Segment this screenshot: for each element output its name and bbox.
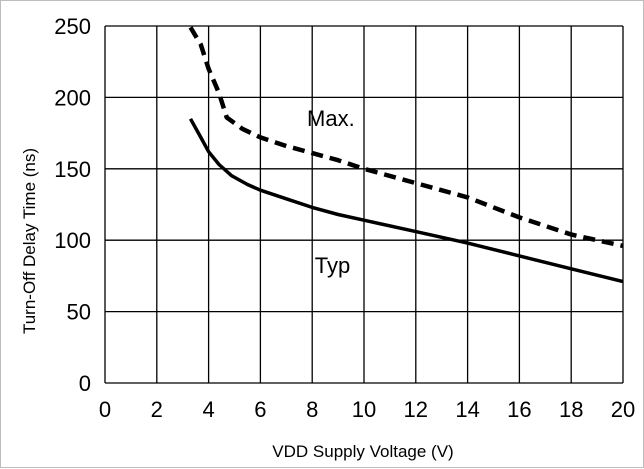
x-tick-label-20: 20 [611,397,635,422]
x-tick-label-4: 4 [202,397,214,422]
y-tick-label-50: 50 [67,300,91,325]
grid [104,25,624,384]
x-tick-label-10: 10 [352,397,376,422]
x-tick-label-0: 0 [99,397,111,422]
y-tick-label-250: 250 [54,14,91,39]
annotation-typ: Typ [315,253,350,278]
x-tick-label-6: 6 [254,397,266,422]
x-tick-label-16: 16 [507,397,531,422]
annotations: Max. Typ [307,106,355,278]
y-tick-label-0: 0 [79,371,91,396]
x-tick-label-12: 12 [404,397,428,422]
series-line-max [188,26,624,249]
annotation-max: Max. [307,106,355,131]
x-tick-label-14: 14 [455,397,479,422]
y-tick-label-150: 150 [54,157,91,182]
y-axis-title: Turn-Off Delay Time (ns) [20,148,39,334]
x-tick-label-18: 18 [559,397,583,422]
y-tick-label-200: 200 [54,85,91,110]
x-tick-label-8: 8 [306,397,318,422]
x-axis-title: VDD Supply Voltage (V) [272,442,453,461]
series-line-typ [188,117,624,284]
y-tick-label-100: 100 [54,228,91,253]
series-layer [188,26,624,284]
x-tick-label-2: 2 [151,397,163,422]
